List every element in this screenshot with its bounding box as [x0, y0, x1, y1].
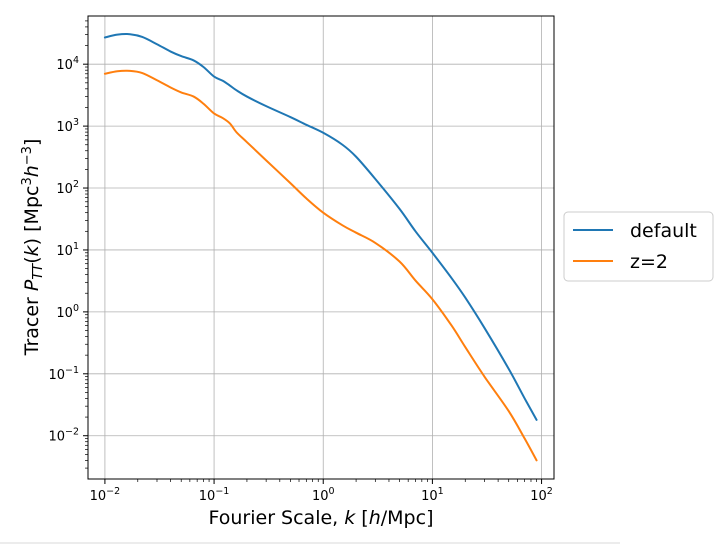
series-line-z2: [103, 69, 538, 462]
plot-frame: [87, 15, 555, 480]
y-tick-label: 10−2: [48, 427, 79, 445]
y-label-part-10: ]: [21, 139, 43, 146]
y-label-part-6: ) [Mpc: [21, 186, 43, 246]
y-tick-label: 103: [56, 117, 79, 135]
x-ticks: 10−2 10−1 100 101 102: [90, 479, 553, 504]
bottom-divider: [0, 542, 620, 544]
x-label-part-3: [: [355, 507, 368, 529]
y-label-part-8: h: [21, 165, 43, 177]
y-label-part-5: k: [21, 244, 43, 256]
y-ticks: 10−2 10−1 100 101 102 103 104: [48, 20, 88, 469]
x-tick-label: 101: [421, 486, 444, 504]
grid: [88, 16, 554, 479]
legend-label-default: default: [630, 220, 697, 242]
y-label-part-9: −3: [20, 146, 35, 165]
y-label-part-3: TT: [31, 263, 46, 280]
y-label-part-1: Tracer: [21, 291, 43, 356]
y-axis-label: Tracer PTT(k) [Mpc3h−3]: [20, 139, 46, 357]
y-tick-label: 102: [56, 179, 79, 197]
x-axis-label: Fourier Scale, k [h/Mpc]: [209, 507, 434, 529]
y-label-part-7: 3: [20, 177, 35, 185]
legend: default z=2: [563, 211, 714, 282]
x-tick-label: 10−2: [90, 486, 121, 504]
x-label-part-5: /Mpc]: [381, 507, 434, 529]
x-tick-label: 10−1: [199, 486, 230, 504]
x-label-part-1: Fourier Scale,: [209, 507, 345, 529]
y-label-part-2: P: [21, 279, 43, 291]
x-tick-label: 102: [530, 486, 553, 504]
series-line-default: [103, 33, 538, 421]
series-layer: [103, 33, 538, 462]
y-tick-label: 104: [56, 55, 79, 73]
x-tick-label: 100: [312, 486, 335, 504]
y-label-part-4: (: [21, 256, 43, 263]
y-tick-label: 100: [56, 303, 79, 321]
x-label-part-4: h: [369, 507, 381, 529]
y-tick-label: 101: [56, 241, 79, 259]
legend-label-z2: z=2: [630, 251, 668, 273]
y-tick-label: 10−1: [48, 365, 79, 383]
x-label-part-2: k: [344, 507, 356, 529]
